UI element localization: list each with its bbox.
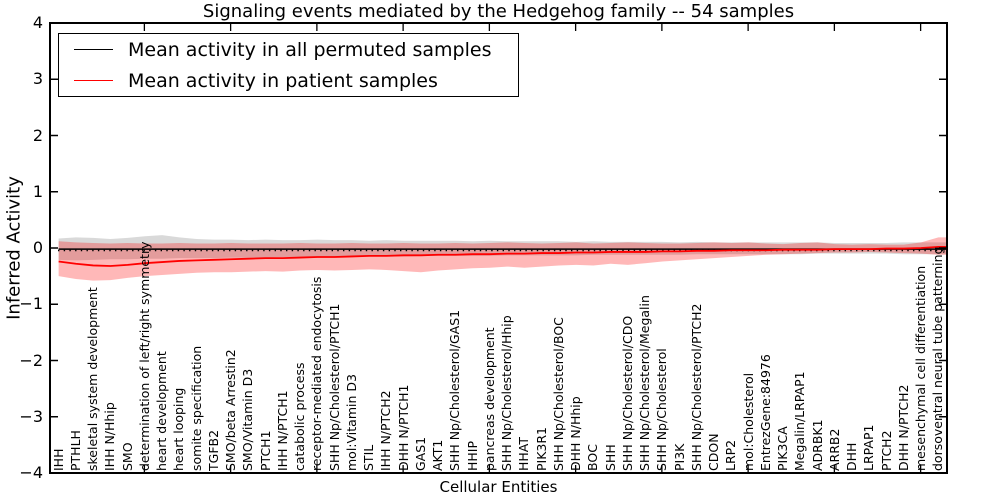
axes-frame: [49, 22, 948, 474]
x-tick-label: Megalin/LRPAP1: [792, 371, 808, 471]
x-tick-label: mol:Vitamin D3: [343, 374, 359, 471]
permuted-line-swatch: [74, 49, 113, 50]
x-tick-label: receptor-mediated endocytosis: [309, 276, 325, 471]
x-tick-label: PTCH2: [878, 430, 894, 471]
x-tick-label: ADRBK1: [809, 419, 825, 471]
x-tick-label: HHAT: [516, 436, 532, 471]
x-tick-label: heart development: [154, 351, 170, 471]
x-tick-label: SHH Np/Cholesterol/Hhip: [499, 315, 515, 471]
y-tick-label: 1: [32, 181, 43, 201]
x-tick-label: IHH N/PTCH1: [274, 390, 290, 471]
x-tick-label: CDON: [706, 433, 722, 471]
x-tick-label: heart looping: [171, 387, 187, 471]
x-tick-label: SHH Np/Cholesterol/CDO: [619, 315, 635, 471]
y-tick-label: −1: [19, 294, 43, 314]
x-tick-label: determination of left/right symmetry: [136, 241, 152, 472]
x-tick-label: GAS1: [412, 436, 428, 471]
x-tick-label: PI3K: [671, 443, 687, 471]
x-tick-label: PTHLH: [67, 430, 83, 471]
Mean-activity-in-patient-samples-line: [58, 245, 947, 267]
y-tick-label: 0: [32, 238, 43, 257]
x-tick-label: BOC: [585, 444, 601, 471]
x-tick-label: SHH Np/Cholesterol/Megalin: [637, 295, 653, 471]
legend-entry-permuted: Mean activity in all permuted samples: [74, 39, 518, 61]
x-tick-label: LRP2: [723, 439, 739, 471]
permuted-samples-range-band: [58, 235, 947, 261]
x-tick-label: SHH: [602, 444, 618, 471]
x-tick-label: ARRB2: [826, 428, 842, 471]
x-tick-label: SMO: [119, 442, 135, 471]
x-tick-label: catabolic process: [292, 362, 308, 471]
x-tick-label: DHH N/PTCH1: [395, 384, 411, 471]
y-tick-label: −3: [19, 406, 43, 426]
x-tick-label: SHH Np/Cholesterol/PTCH1: [326, 303, 342, 472]
x-tick-label: SHH Np/Cholesterol/BOC: [550, 317, 566, 471]
x-tick-label: SHH Np/Cholesterol: [654, 348, 670, 471]
y-tick-label: 3: [32, 69, 43, 89]
x-tick-label: mol:Cholesterol: [740, 372, 756, 471]
x-tick-label: SHH Np/Cholesterol/GAS1: [447, 309, 463, 471]
y-tick-label: 2: [32, 125, 43, 145]
x-tick-label: SHH Np/Cholesterol/PTCH2: [688, 303, 704, 472]
y-tick-label: 4: [32, 13, 43, 32]
x-tick-label: LRPAP1: [861, 424, 877, 471]
legend-entry-patient: Mean activity in patient samples: [74, 70, 518, 92]
x-tick-label: SMO/beta Arrestin2: [223, 349, 239, 471]
x-tick-label: PIK3R1: [533, 426, 549, 471]
x-tick-label: HHIP: [464, 440, 480, 471]
patient-samples-range-band: [58, 237, 947, 281]
x-tick-label: PTCH1: [257, 430, 273, 471]
x-tick-label: SMO/Vitamin D3: [240, 368, 256, 471]
x-tick-label: IHH N/Hhip: [102, 402, 118, 471]
legend-label-permuted: Mean activity in all permuted samples: [128, 38, 492, 61]
x-tick-label: TGFB2: [205, 429, 221, 471]
chart-title: Signaling events mediated by the Hedgeho…: [202, 1, 795, 22]
x-tick-label: DHH N/PTCH2: [895, 384, 911, 471]
x-tick-label: pancreas development: [481, 327, 497, 471]
x-tick-label: DHH N/Hhip: [568, 396, 584, 471]
x-tick-label: IHH: [50, 448, 66, 472]
x-tick-label: skeletal system development: [85, 287, 101, 471]
legend-label-patient: Mean activity in patient samples: [128, 69, 438, 92]
x-tick-label: EntrezGene:84976: [757, 354, 773, 471]
patient-line-swatch: [74, 80, 113, 81]
x-tick-label: DHH: [844, 442, 860, 471]
y-tick-label: −2: [19, 350, 43, 370]
x-tick-label: dorsoventral neural tube patterning: [930, 246, 946, 472]
x-tick-label: mesenchymal cell differentiation: [913, 265, 929, 471]
y-tick-label: −4: [19, 463, 43, 482]
x-tick-label: STIL: [361, 444, 377, 471]
legend: Mean activity in all permuted samples Me…: [58, 33, 519, 97]
x-tick-label: IHH N/PTCH2: [378, 390, 394, 471]
x-tick-label: AKT1: [430, 439, 446, 471]
x-tick-label: somite specification: [188, 345, 204, 471]
x-tick-label: PIK3CA: [775, 426, 791, 471]
x-axis-label: Cellular Entities: [439, 478, 558, 496]
